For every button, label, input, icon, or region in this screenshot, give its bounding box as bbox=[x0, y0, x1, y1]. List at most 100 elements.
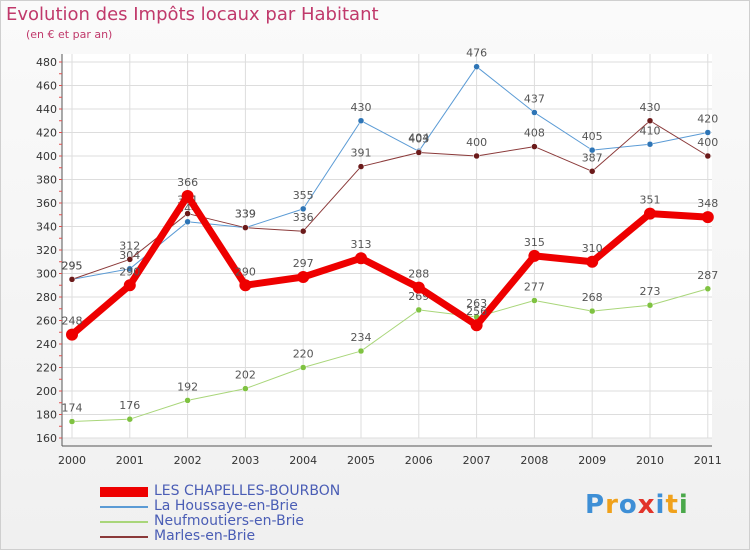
data-label-marles-en-brie: 400 bbox=[466, 136, 487, 149]
point-les-chapelles-bourbon bbox=[701, 211, 714, 224]
series-line-neufmoutiers-en-brie bbox=[71, 288, 708, 423]
logo-letter: i bbox=[678, 490, 689, 520]
data-label-neufmoutiers-en-brie: 192 bbox=[177, 380, 198, 393]
point-neufmoutiers-en-brie bbox=[68, 418, 76, 425]
logo-letter: o bbox=[618, 490, 638, 520]
data-label-la-houssaye-en-brie: 355 bbox=[293, 189, 314, 202]
data-label-les-chapelles-bourbon: 290 bbox=[119, 265, 140, 278]
data-label-la-houssaye-en-brie: 476 bbox=[466, 47, 487, 60]
y-tick-label: 180 bbox=[36, 409, 57, 422]
data-label-les-chapelles-bourbon: 348 bbox=[697, 197, 718, 210]
point-neufmoutiers-en-brie bbox=[299, 364, 307, 371]
data-label-neufmoutiers-en-brie: 174 bbox=[62, 402, 83, 415]
point-neufmoutiers-en-brie bbox=[588, 307, 596, 315]
point-neufmoutiers-en-brie bbox=[646, 301, 654, 309]
legend-label: La Houssaye-en-Brie bbox=[154, 498, 298, 514]
point-les-chapelles-bourbon bbox=[297, 271, 310, 284]
point-les-chapelles-bourbon bbox=[181, 189, 194, 202]
point-marles-en-brie bbox=[184, 210, 191, 217]
y-tick-label: 300 bbox=[36, 268, 57, 281]
logo-letter: i bbox=[655, 490, 666, 520]
plot-area bbox=[62, 54, 712, 438]
y-tick-label: 320 bbox=[36, 244, 57, 257]
point-neufmoutiers-en-brie bbox=[531, 297, 538, 304]
data-label-la-houssaye-en-brie: 405 bbox=[582, 130, 603, 143]
point-neufmoutiers-en-brie bbox=[126, 415, 134, 423]
data-label-neufmoutiers-en-brie: 263 bbox=[466, 297, 487, 310]
data-label-les-chapelles-bourbon: 313 bbox=[351, 238, 372, 251]
data-label-les-chapelles-bourbon: 256 bbox=[466, 305, 487, 318]
point-marles-en-brie bbox=[242, 224, 249, 231]
point-les-chapelles-bourbon bbox=[239, 279, 252, 292]
x-tick-label: 2006 bbox=[405, 454, 433, 467]
point-marles-en-brie bbox=[531, 143, 538, 150]
data-label-marles-en-brie: 295 bbox=[62, 259, 83, 272]
legend-swatch bbox=[100, 486, 148, 497]
point-marles-en-brie bbox=[646, 117, 654, 124]
x-tick-label: 2003 bbox=[231, 454, 259, 467]
point-marles-en-brie bbox=[473, 152, 480, 160]
point-la-houssaye-en-brie bbox=[588, 146, 596, 154]
point-les-chapelles-bourbon bbox=[123, 279, 136, 292]
point-les-chapelles-bourbon bbox=[412, 281, 425, 294]
point-la-houssaye-en-brie bbox=[126, 265, 134, 273]
data-label-marles-en-brie: 391 bbox=[351, 147, 372, 160]
point-les-chapelles-bourbon bbox=[528, 249, 541, 262]
y-tick-label: 160 bbox=[36, 432, 57, 445]
data-label-la-houssaye-en-brie: 437 bbox=[524, 93, 545, 106]
data-label-la-houssaye-en-brie: 295 bbox=[62, 259, 83, 272]
point-marles-en-brie bbox=[126, 256, 134, 263]
y-tick-label: 400 bbox=[36, 150, 57, 163]
y-tick-label: 480 bbox=[36, 56, 57, 69]
point-la-houssaye-en-brie bbox=[357, 117, 365, 124]
data-label-les-chapelles-bourbon: 351 bbox=[640, 194, 661, 207]
data-label-marles-en-brie: 336 bbox=[293, 211, 314, 224]
data-label-neufmoutiers-en-brie: 273 bbox=[640, 285, 661, 298]
x-tick-label: 2002 bbox=[174, 454, 202, 467]
y-tick-label: 420 bbox=[36, 127, 57, 140]
point-les-chapelles-bourbon bbox=[470, 319, 483, 332]
data-label-la-houssaye-en-brie: 410 bbox=[640, 124, 661, 137]
point-neufmoutiers-en-brie bbox=[357, 347, 365, 355]
data-label-marles-en-brie: 408 bbox=[524, 127, 545, 140]
logo-letter: r bbox=[605, 490, 619, 520]
point-les-chapelles-bourbon bbox=[644, 207, 656, 220]
point-la-houssaye-en-brie bbox=[531, 109, 538, 116]
x-tick-label: 2009 bbox=[578, 454, 606, 467]
legend-swatch bbox=[100, 535, 148, 538]
data-label-les-chapelles-bourbon: 288 bbox=[408, 268, 429, 281]
legend-label: Marles-en-Brie bbox=[154, 528, 256, 544]
data-label-neufmoutiers-en-brie: 287 bbox=[697, 269, 718, 282]
data-label-les-chapelles-bourbon: 366 bbox=[177, 176, 198, 189]
data-label-neufmoutiers-en-brie: 220 bbox=[293, 348, 314, 361]
y-tick-label: 380 bbox=[36, 174, 57, 187]
point-marles-en-brie bbox=[357, 163, 365, 170]
data-label-marles-en-brie: 387 bbox=[582, 151, 603, 164]
point-marles-en-brie bbox=[415, 149, 423, 156]
point-la-houssaye-en-brie bbox=[704, 129, 712, 136]
data-label-marles-en-brie: 403 bbox=[408, 132, 429, 145]
y-tick-label: 340 bbox=[36, 221, 57, 234]
data-label-neufmoutiers-en-brie: 268 bbox=[582, 291, 603, 304]
data-label-la-houssaye-en-brie: 430 bbox=[351, 101, 372, 114]
data-label-neufmoutiers-en-brie: 202 bbox=[235, 369, 256, 382]
x-tick-label: 2004 bbox=[289, 454, 317, 467]
data-label-les-chapelles-bourbon: 290 bbox=[235, 265, 256, 278]
data-label-la-houssaye-en-brie: 339 bbox=[235, 208, 256, 221]
point-neufmoutiers-en-brie bbox=[184, 397, 191, 404]
data-label-les-chapelles-bourbon: 315 bbox=[524, 236, 545, 249]
data-label-la-houssaye-en-brie: 304 bbox=[119, 249, 140, 262]
point-les-chapelles-bourbon bbox=[586, 255, 599, 268]
point-neufmoutiers-en-brie bbox=[704, 285, 712, 293]
x-tick-label: 2010 bbox=[636, 454, 664, 467]
point-marles-en-brie bbox=[68, 276, 76, 283]
x-tick-label: 2007 bbox=[463, 454, 491, 467]
point-marles-en-brie bbox=[299, 227, 307, 235]
y-tick-label: 200 bbox=[36, 385, 57, 398]
x-tick-label: 2005 bbox=[347, 454, 375, 467]
y-tick-label: 360 bbox=[36, 197, 57, 210]
chart-subtitle: (en € et par an) bbox=[26, 28, 113, 41]
data-label-les-chapelles-bourbon: 310 bbox=[582, 242, 603, 255]
data-label-la-houssaye-en-brie: 404 bbox=[408, 131, 429, 144]
